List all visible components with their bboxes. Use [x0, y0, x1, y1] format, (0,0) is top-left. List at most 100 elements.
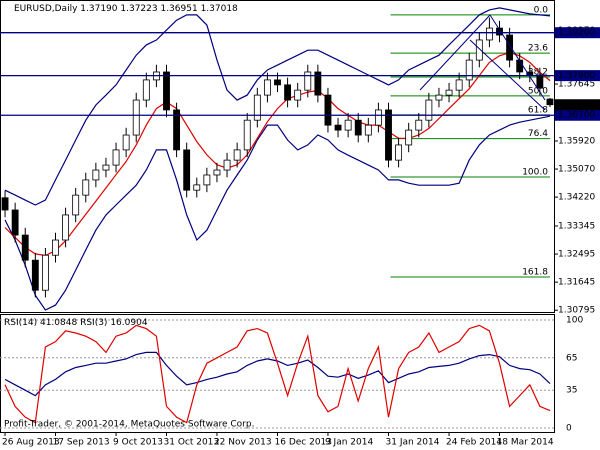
- trend-line: [489, 14, 546, 101]
- high-label: 1.37223: [120, 4, 157, 14]
- fib-label: 0.0: [534, 5, 549, 15]
- open-label: 1.37190: [80, 4, 117, 14]
- y-tick-label: 1.37645: [558, 80, 595, 90]
- price-box: [555, 70, 600, 82]
- candle-body: [142, 79, 150, 101]
- candle-body: [213, 169, 221, 176]
- candle-body: [173, 109, 181, 151]
- close-label: 1.37018: [201, 4, 238, 14]
- candle-body: [163, 71, 170, 111]
- candle-body: [526, 71, 534, 76]
- plot: 1.392701.376451.359201.350701.342201.333…: [0, 5, 600, 448]
- x-tick-label: 16 Dec 2013: [275, 438, 333, 448]
- y-tick-label: 100: [566, 316, 583, 326]
- fib-label: 76.4: [528, 129, 548, 139]
- candle-body: [304, 71, 312, 91]
- y-tick-label: 35: [566, 386, 577, 396]
- series-line: [4, 324, 551, 424]
- x-tick-label: 31 Oct 2013: [164, 438, 220, 448]
- candle-body: [334, 124, 342, 131]
- candle-body: [324, 94, 332, 126]
- candle-body: [233, 149, 241, 161]
- trend-line: [469, 39, 546, 111]
- candle-body: [385, 109, 392, 161]
- candle-body: [455, 79, 463, 91]
- candle-body: [243, 119, 251, 151]
- rsi14-value: 41.0848: [40, 318, 77, 328]
- fib-label: 50.0: [528, 86, 548, 96]
- candle-body: [425, 99, 433, 121]
- trend-lines: [419, 14, 546, 111]
- price-box-label: 1.37900: [558, 71, 595, 81]
- candle-body: [536, 74, 544, 89]
- symbol: EURUSD,Daily: [14, 4, 78, 14]
- series-line: [4, 51, 551, 257]
- x-tick-label: 17 Sep 2013: [53, 438, 110, 448]
- candle-body: [274, 79, 281, 86]
- y-tick-label: 1.35920: [558, 136, 595, 146]
- candle-body: [112, 149, 120, 166]
- candle-body: [415, 119, 423, 131]
- candle-body: [344, 119, 352, 131]
- y-tick-label: 65: [566, 353, 577, 363]
- y-tick-label: 1.34220: [558, 193, 595, 203]
- candle-body: [92, 169, 100, 181]
- candle-body: [546, 98, 554, 106]
- candle-body: [102, 164, 110, 171]
- x-tick-label: 9 Jan 2014: [325, 438, 373, 448]
- x-tick-label: 22 Nov 2013: [214, 438, 272, 448]
- x-tick-label: 24 Feb 2014: [446, 438, 502, 448]
- price-box-label: 1.36700: [558, 111, 595, 121]
- x-tick-label: 18 Mar 2014: [497, 438, 554, 448]
- series-line: [4, 115, 551, 311]
- candle-body: [506, 34, 514, 61]
- fib-label: 161.8: [522, 268, 548, 278]
- candle-body: [132, 99, 140, 136]
- fib-label: 23.6: [528, 44, 548, 54]
- candle-body: [253, 94, 261, 121]
- candle-body: [41, 254, 49, 291]
- trend-line: [419, 14, 491, 91]
- candle-body: [354, 119, 362, 136]
- copyright: Profit-Trader, © 2001-2014, MetaQuotes S…: [4, 420, 254, 430]
- candle-body: [1, 197, 9, 211]
- rsi3-value: 16.0904: [110, 318, 147, 328]
- candle-body: [263, 79, 271, 96]
- low-label: 1.36951: [160, 4, 197, 14]
- candle-body: [31, 259, 39, 291]
- y-tick-label: 0: [566, 424, 572, 434]
- candle-body: [82, 179, 90, 196]
- rsi-title: RSI(14) 41.0848 RSI(3) 16.0904: [4, 318, 148, 328]
- candle-body: [496, 27, 503, 36]
- candle-body: [21, 234, 29, 261]
- candle-body: [183, 149, 191, 191]
- y-tick-label: 1.30795: [558, 306, 595, 316]
- candle-body: [294, 89, 302, 101]
- candle-body: [122, 134, 130, 151]
- candle-body: [475, 39, 483, 61]
- price-box: [555, 109, 600, 121]
- candle-body: [445, 89, 453, 96]
- fib-label: 61.8: [528, 105, 548, 115]
- y-tick-label: 1.33345: [558, 221, 595, 231]
- series-line: [4, 351, 551, 397]
- y-tick-label: 1.32495: [558, 250, 595, 260]
- candle-body: [314, 71, 322, 96]
- candle-body: [193, 184, 201, 191]
- rsi3-name: RSI(3): [80, 318, 107, 328]
- candle-body: [52, 239, 59, 256]
- fib-label: 100.0: [522, 167, 548, 177]
- candle-body: [72, 194, 80, 216]
- price-box-label: 1.39200: [558, 28, 595, 38]
- y-tick-label: 1.35070: [558, 165, 595, 175]
- candle-body: [223, 159, 231, 171]
- candle-body: [405, 129, 413, 146]
- price-box: [555, 27, 600, 39]
- candle-body: [284, 84, 292, 101]
- candle-body: [62, 214, 70, 241]
- current-price-label: 1.37018: [558, 100, 595, 110]
- rsi14-name: RSI(14): [4, 318, 37, 328]
- current-price-box: [555, 99, 600, 111]
